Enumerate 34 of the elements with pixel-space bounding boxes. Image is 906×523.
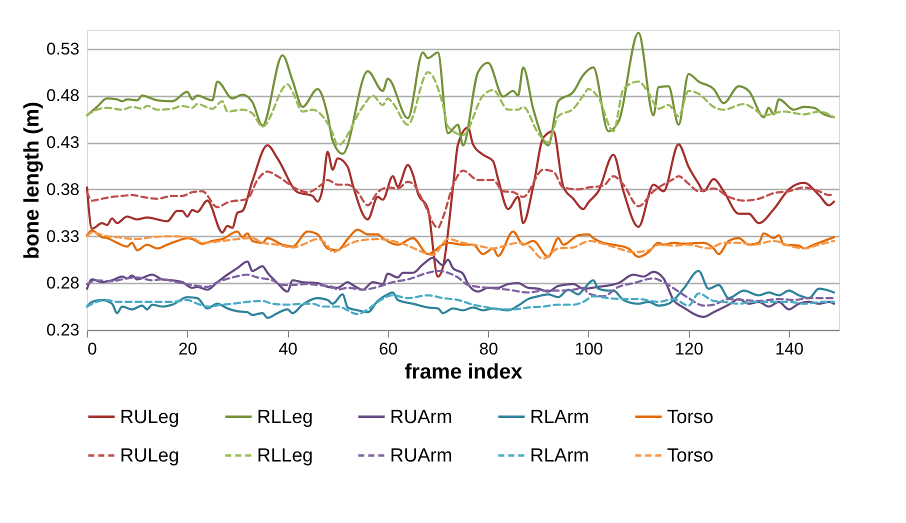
line-series: [86, 270, 836, 307]
legend-label: RLArm: [530, 446, 590, 466]
y-tick-label: 0.23: [46, 320, 80, 340]
y-tick-label: 0.48: [46, 86, 80, 106]
line-series: [86, 292, 836, 316]
line-series: [86, 270, 836, 319]
x-tick-label: 40: [278, 340, 298, 358]
x-tick-label: 120: [674, 340, 704, 358]
line-series: [86, 32, 836, 155]
legend-label: RLLeg: [257, 406, 313, 428]
legend-label: Torso: [667, 406, 714, 428]
legend-label: RULeg: [120, 446, 180, 466]
x-tick-label: 140: [775, 340, 804, 358]
legend-label: RLLeg: [257, 446, 313, 466]
legend-label: RUArm: [390, 446, 452, 466]
x-tick-label: 100: [574, 340, 604, 358]
x-tick-label: 20: [178, 340, 198, 358]
line-series: [86, 256, 836, 318]
y-axis-title: bone length (m): [20, 102, 44, 260]
legend-label: Torso: [667, 446, 714, 466]
line-series: [86, 126, 836, 278]
legend-label: RUArm: [390, 406, 452, 428]
x-tick-label: 0: [88, 340, 97, 358]
y-tick-label: 0.53: [46, 39, 80, 58]
y-tick-label: 0.43: [46, 133, 80, 152]
legend-label: RULeg: [120, 406, 180, 428]
y-tick-label: 0.33: [46, 226, 80, 246]
line-series: [86, 71, 836, 146]
legend-label: RLArm: [530, 406, 590, 428]
x-tick-label: 80: [479, 340, 498, 358]
y-tick-label: 0.28: [46, 274, 80, 293]
x-tick-label: 60: [378, 340, 398, 358]
y-tick-label: 0.38: [46, 180, 80, 199]
x-axis-title: frame index: [404, 360, 523, 384]
